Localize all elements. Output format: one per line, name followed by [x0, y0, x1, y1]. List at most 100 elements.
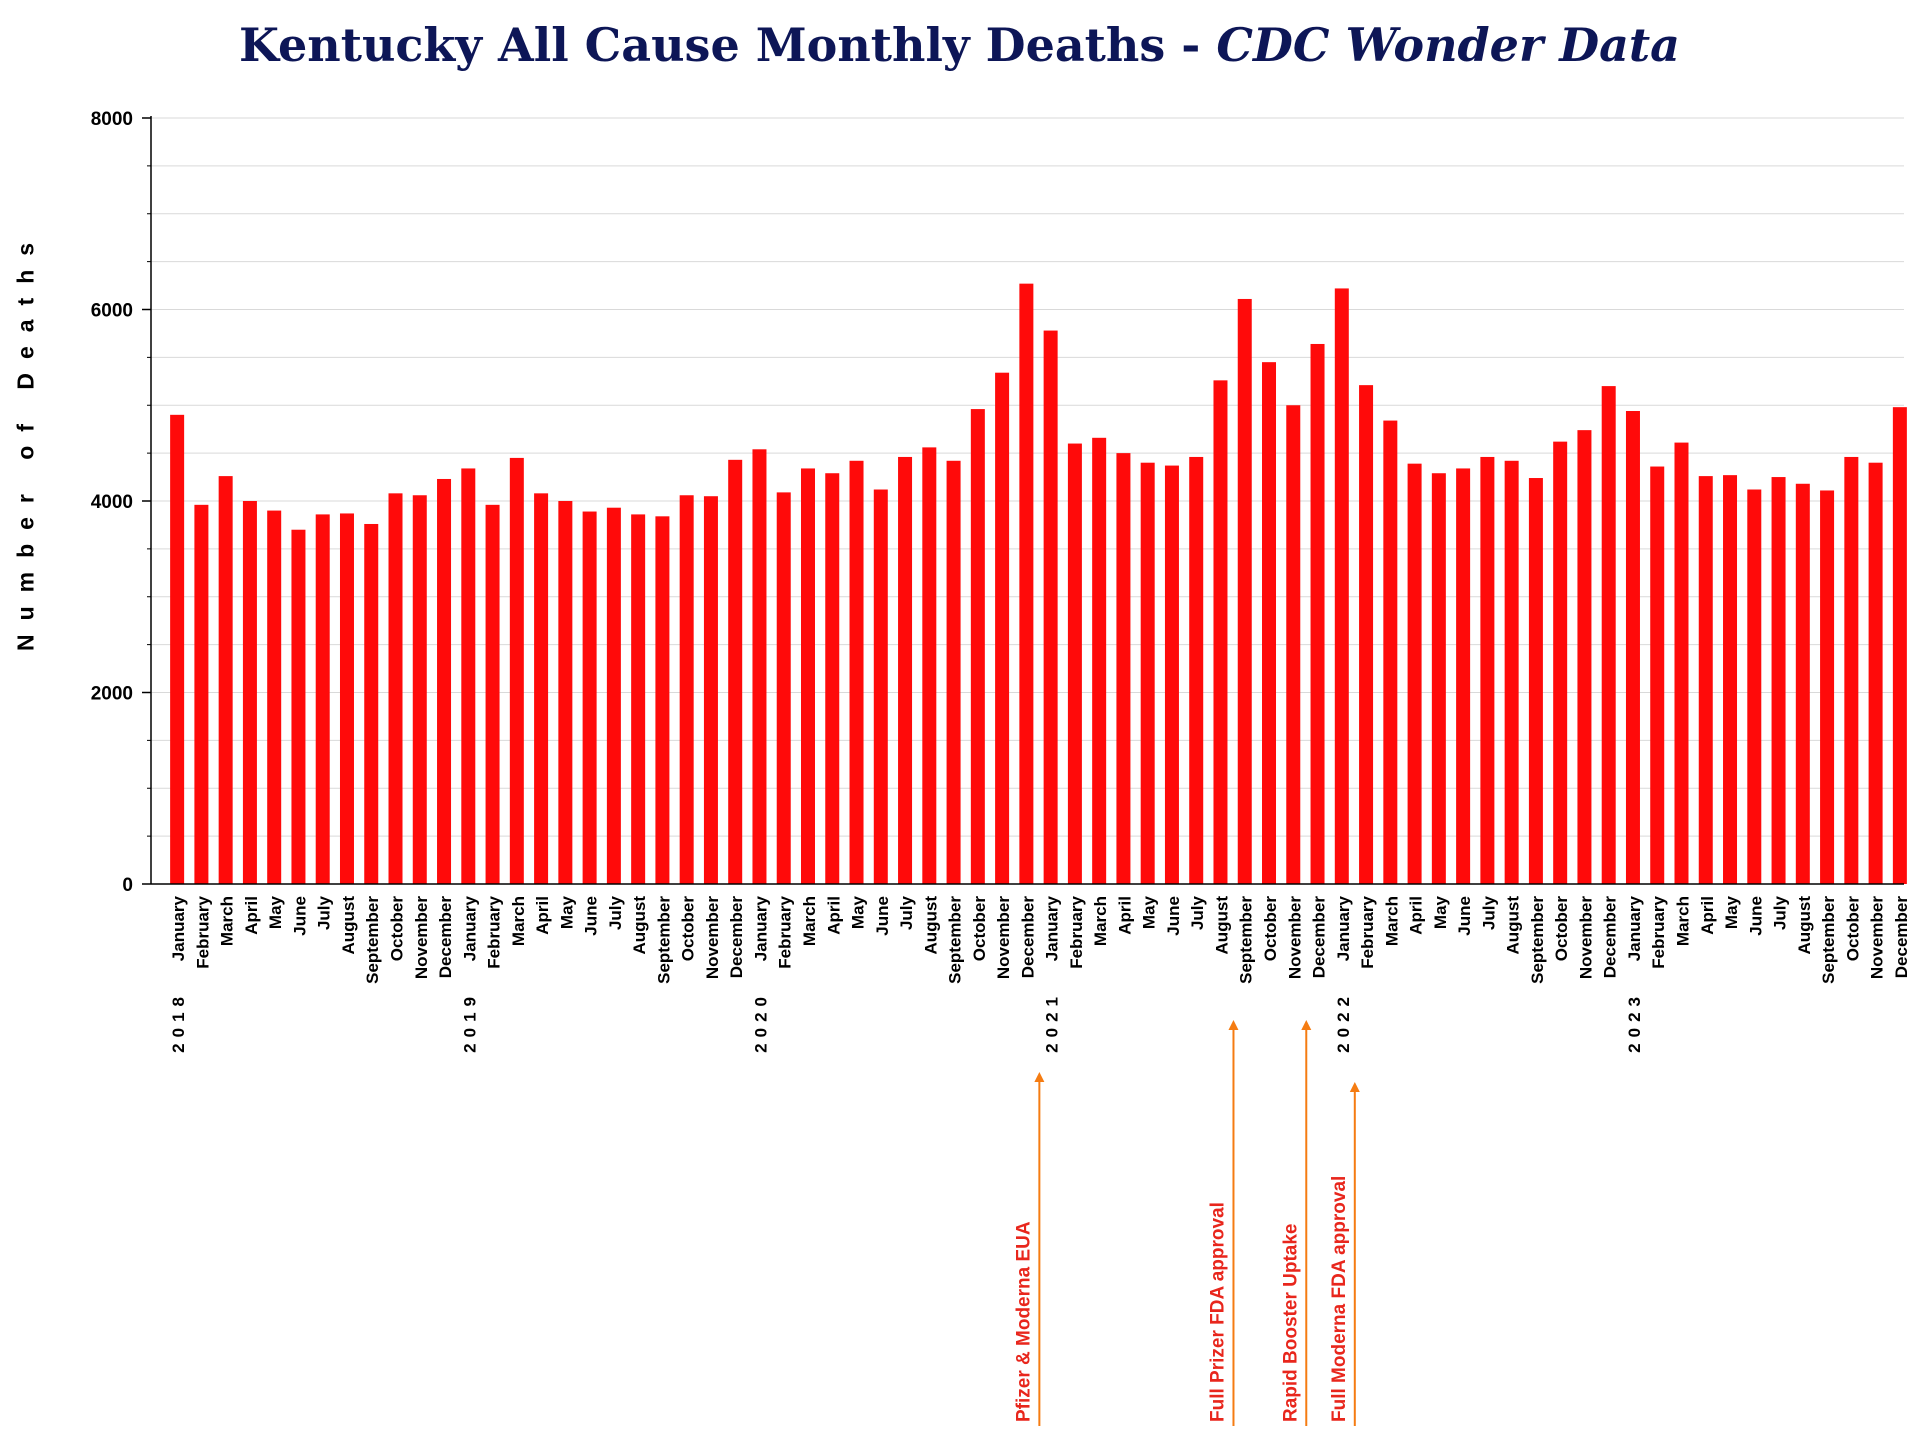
bar [1528, 478, 1543, 884]
bar [1262, 362, 1277, 885]
x-tick-label: June [873, 896, 892, 936]
bar [437, 478, 452, 884]
x-tick-label: March [1091, 896, 1110, 946]
bar [873, 489, 888, 884]
x-tick-label: October [388, 896, 407, 962]
bar [218, 476, 233, 884]
bar [1019, 283, 1034, 885]
y-tick-label: 0 [122, 875, 133, 896]
x-tick-label: April [1698, 896, 1717, 935]
chart-title: Kentucky All Cause Monthly Deaths - CDC … [0, 18, 1919, 72]
bar [825, 473, 840, 884]
bar [1092, 437, 1107, 884]
bar [1286, 405, 1301, 884]
x-tick-label: December [1310, 896, 1329, 979]
x-tick-label: July [897, 895, 916, 930]
x-tick-label: June [1164, 896, 1183, 936]
x-tick-label: August [1212, 896, 1231, 955]
y-tick-label: 8000 [91, 109, 133, 130]
bar [1456, 468, 1471, 884]
bar [1359, 385, 1374, 884]
bar [1140, 462, 1155, 884]
bar [1480, 456, 1495, 884]
annotation-label: Full Moderna FDA approval [1329, 1176, 1350, 1422]
x-tick-label: September [363, 896, 382, 984]
x-tick-label: March [1382, 896, 1401, 946]
x-tick-label: February [193, 895, 212, 968]
x-tick-label: August [339, 896, 358, 955]
bar [1650, 466, 1665, 884]
bar [946, 460, 961, 884]
x-tick-label: January [460, 895, 479, 961]
bar [655, 516, 670, 884]
x-tick-label: August [1795, 896, 1814, 955]
bar [194, 504, 209, 884]
x-tick-label: July [1188, 895, 1207, 930]
bar [388, 493, 403, 884]
bar [1868, 462, 1883, 884]
bar [534, 493, 549, 884]
x-tick-label: January [1625, 895, 1644, 961]
bar [1577, 430, 1592, 884]
bar [1674, 442, 1689, 884]
year-label: 2021 [1043, 991, 1062, 1053]
x-tick-label: July [606, 895, 625, 930]
bar [849, 460, 864, 884]
bar [291, 529, 306, 884]
bar [631, 514, 646, 884]
bar [1116, 453, 1131, 884]
bar [315, 514, 330, 884]
x-tick-label: July [1771, 895, 1790, 930]
x-tick-label: March [509, 896, 528, 946]
x-tick-label: April [1115, 896, 1134, 935]
x-tick-label: October [1843, 896, 1862, 962]
bar [1237, 298, 1252, 884]
year-label: 2019 [460, 991, 479, 1053]
y-tick-label: 6000 [91, 301, 133, 322]
y-tick-label: 4000 [91, 492, 133, 513]
bar [1601, 386, 1616, 884]
bar [606, 507, 621, 884]
bar [995, 372, 1010, 884]
x-tick-label: October [1552, 896, 1571, 962]
x-tick-label: April [824, 896, 843, 935]
bar [242, 501, 257, 884]
x-tick-label: March [218, 896, 237, 946]
bar [485, 504, 500, 884]
x-tick-label: November [412, 896, 431, 980]
x-tick-label: April [1407, 896, 1426, 935]
year-label: 2020 [751, 991, 770, 1053]
bar [922, 447, 937, 884]
bar [1189, 456, 1204, 884]
bar [364, 523, 379, 884]
annotation-arrow-head [1349, 1082, 1360, 1092]
x-tick-label: August [921, 896, 940, 955]
y-tick-label: 2000 [91, 684, 133, 705]
x-tick-label: December [727, 896, 746, 979]
x-tick-label: July [1479, 895, 1498, 930]
bar [461, 468, 476, 884]
bar [800, 468, 815, 884]
bar [558, 501, 573, 884]
x-tick-label: November [1285, 896, 1304, 980]
x-tick-label: September [1528, 896, 1547, 984]
x-tick-label: December [1018, 896, 1037, 979]
bar [776, 492, 791, 884]
bar [679, 495, 694, 884]
x-tick-label: June [1746, 896, 1765, 936]
x-tick-label: January [1334, 895, 1353, 961]
x-tick-label: January [169, 895, 188, 961]
x-tick-label: October [1261, 896, 1280, 962]
x-tick-label: February [1067, 895, 1086, 968]
bar [1067, 443, 1082, 884]
x-tick-label: November [1576, 896, 1595, 980]
x-tick-label: May [266, 895, 285, 929]
bar [1747, 489, 1762, 884]
x-tick-label: May [557, 895, 576, 929]
bar [1820, 490, 1835, 884]
annotation-label: Rapid Booster Uptake [1280, 1224, 1301, 1422]
bar [1213, 380, 1228, 884]
bar [509, 457, 524, 884]
bar [1844, 456, 1859, 884]
